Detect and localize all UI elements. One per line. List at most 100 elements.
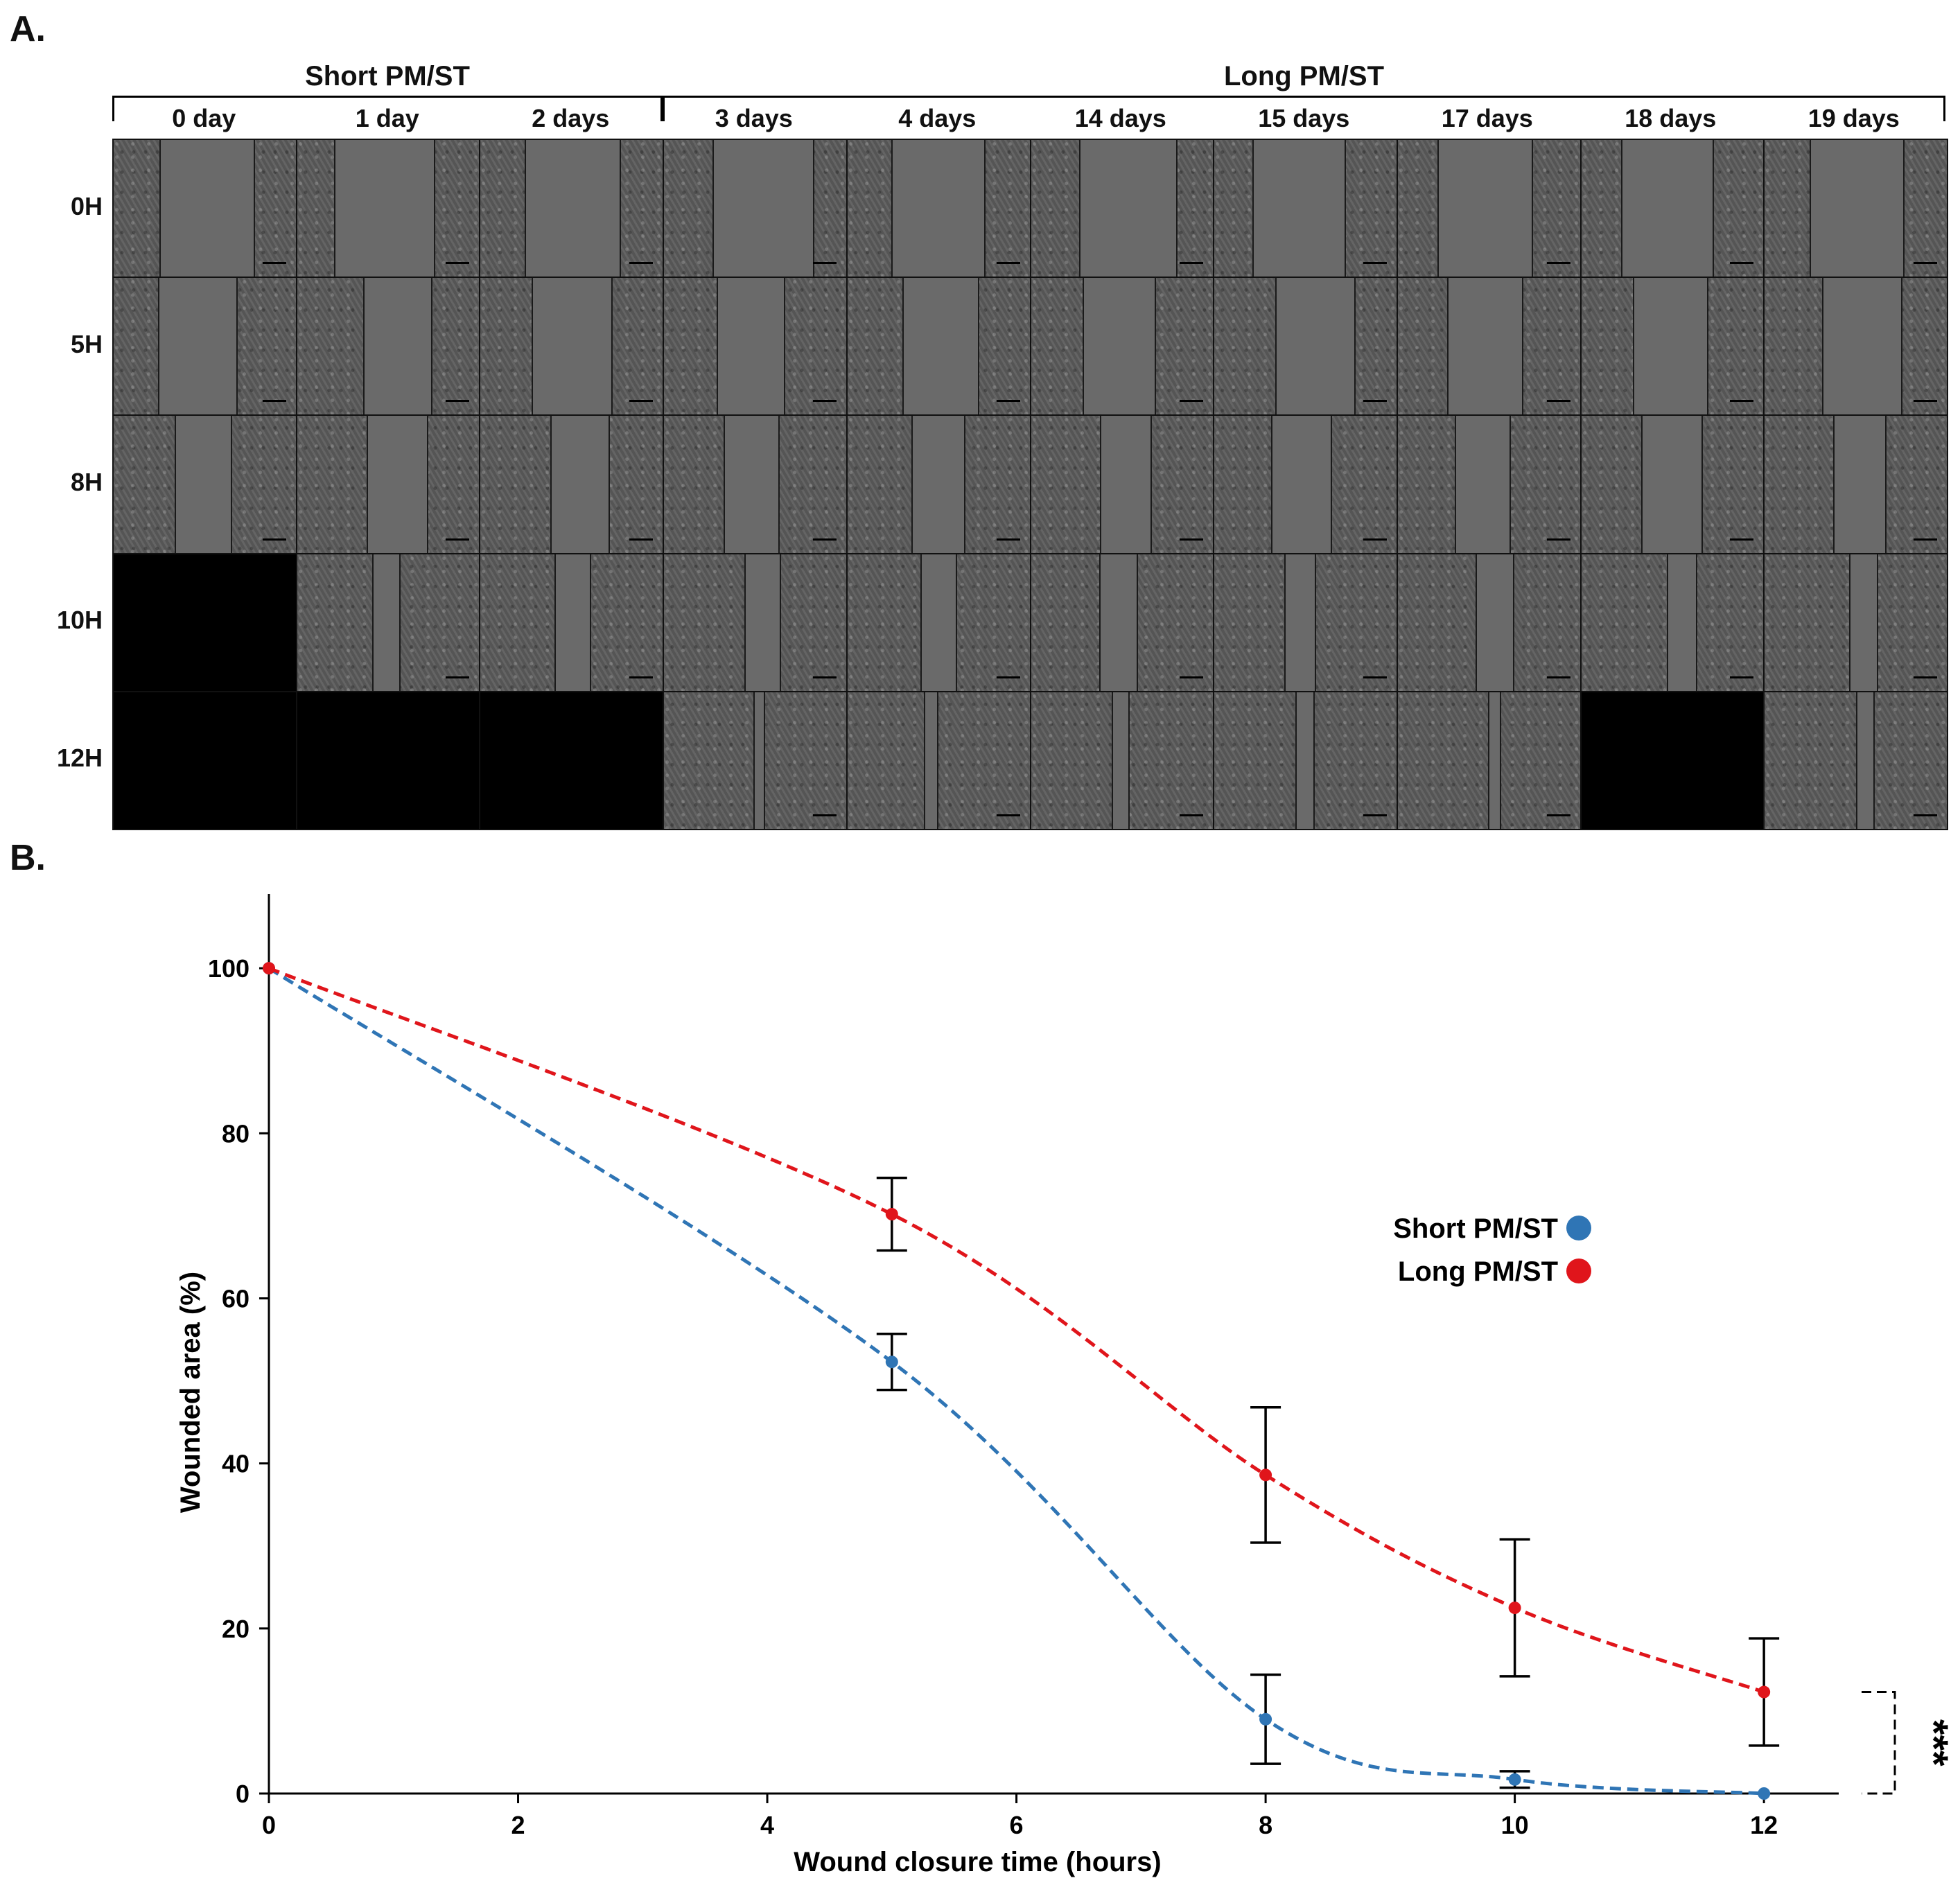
micrograph-cell [1581,416,1764,553]
column-label: 18 days [1625,104,1717,132]
row-label: 12H [56,743,103,772]
column-label: 3 days [715,104,793,132]
wound-gap [1271,416,1333,553]
missing-image-cell [114,554,296,691]
column-label: 1 day [355,104,419,132]
wound-gap [1633,278,1708,415]
micrograph-cell [1397,278,1580,415]
legend-marker [1566,1259,1591,1283]
scale-bar [1363,814,1387,816]
panel-b-label: B. [10,838,46,878]
wound-gap [1833,416,1887,553]
x-tick-label: 0 [262,1811,276,1839]
scale-bar [1546,814,1570,816]
wound-gap [1284,554,1316,691]
micrograph-cell [114,278,296,415]
micrograph-cell [480,278,663,415]
wound-gap [157,278,238,415]
x-tick-label: 2 [511,1811,525,1839]
series-line-short-pm-st [268,967,1765,1796]
row-label: 10H [56,605,103,634]
micrograph-cell [1214,140,1397,277]
series-line-long-pm-st [268,966,1765,1694]
data-point-short-pm-st [1758,1787,1771,1800]
scale-bar [446,400,470,403]
data-point-long-pm-st [1758,1685,1771,1699]
wound-gap [1083,278,1156,415]
wound-gap [531,278,613,415]
y-tick-label: 20 [222,1615,250,1643]
scale-bar [1730,262,1754,265]
scale-bar [996,814,1020,816]
scale-bar [629,400,654,403]
scale-bar [996,262,1020,265]
scale-bar [812,262,837,265]
wound-gap [1295,692,1315,829]
wound-gap [1252,140,1346,277]
column-label: 17 days [1441,104,1533,132]
x-tick-label: 4 [760,1811,774,1839]
x-axis-label: Wound closure time (hours) [794,1847,1161,1877]
micrograph-cell [1397,692,1580,829]
micrograph-cell [480,140,663,277]
micrograph-cell [1031,554,1214,691]
micrograph-cell [664,554,846,691]
micrograph-cell [114,416,296,553]
column-label: 2 days [532,104,610,132]
micrograph-cell [1214,554,1397,691]
y-axis-label: Wounded area (%) [175,1272,206,1513]
micrograph-cell [1214,692,1397,829]
wound-gap [1078,140,1178,277]
micrograph-cell [1765,278,1947,415]
wound-gap [1488,692,1501,829]
wound-gap [753,692,765,829]
missing-image-cell [480,692,663,829]
wound-gap [1454,416,1512,553]
y-tick-label: 0 [236,1780,250,1808]
micrograph-cell [1765,140,1947,277]
scale-bar [1363,676,1387,678]
legend-label: Short PM/ST [1393,1213,1558,1244]
x-tick-label: 12 [1750,1811,1778,1839]
x-tick-label: 8 [1259,1811,1272,1839]
legend-marker [1566,1216,1591,1240]
micrograph-cell [1031,140,1214,277]
wound-gap [1809,140,1905,277]
group-label-long: Long PM/ST [1223,61,1385,91]
wound-gap [554,554,591,691]
scale-bar [1914,538,1937,541]
wound-gap [159,140,256,277]
panel-a-label: A. [10,9,46,49]
scale-bar [1363,538,1387,541]
scale-bar [1180,400,1204,403]
scale-bar [1914,676,1937,678]
micrograph-cell [847,692,1030,829]
data-point-long-pm-st [263,962,275,975]
wound-gap [716,278,786,415]
data-point-long-pm-st [885,1208,898,1221]
column-label: 19 days [1808,104,1900,132]
micrograph-cell [1031,692,1214,829]
wound-gap [1476,554,1515,691]
micrograph-cell [1581,554,1764,691]
micrograph-cell [1765,692,1947,829]
micrograph-cell [1397,140,1580,277]
scale-bar [1180,676,1204,678]
scale-bar [812,400,837,403]
wound-gap [1447,278,1524,415]
row-label: 8H [70,468,103,496]
scale-bar [996,676,1020,678]
scale-bar [1914,814,1937,816]
chart-legend: Short PM/ST Long PM/ST [1393,1213,1591,1287]
wound-gap [1821,278,1902,415]
y-tick-label: 40 [222,1450,250,1478]
scale-bar [812,538,837,541]
scale-bar [996,400,1020,403]
chart-series [263,962,1780,1800]
scale-bar [1180,538,1204,541]
data-point-long-pm-st [1508,1602,1521,1615]
x-tick-label: 6 [1010,1811,1024,1839]
wound-gap [371,554,401,691]
wound-gap [1667,554,1698,691]
wound-gap [744,554,781,691]
